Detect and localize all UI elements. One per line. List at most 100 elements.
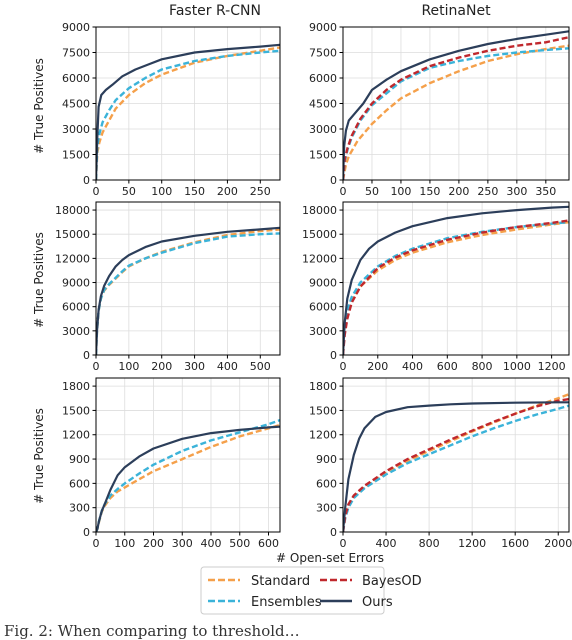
x-tick-label: 300: [506, 185, 527, 198]
x-tick-label: 400: [217, 360, 238, 373]
y-tick-label: 18000: [302, 204, 337, 217]
x-tick-label: 200: [143, 537, 164, 550]
y-tick-label: 9000: [62, 277, 90, 290]
series-line-standard: [96, 46, 280, 180]
x-tick-label: 1200: [538, 360, 566, 373]
x-tick-label: 250: [477, 185, 498, 198]
x-tick-label: 600: [258, 537, 279, 550]
y-tick-label: 0: [330, 526, 337, 539]
y-tick-label: 1500: [309, 404, 337, 417]
legend-label-ours: Ours: [362, 595, 393, 610]
column-title-right: RetinaNet: [421, 3, 491, 19]
series-line-ensembles: [343, 404, 569, 532]
y-tick-label: 0: [83, 349, 90, 362]
y-tick-label: 7500: [62, 47, 90, 60]
subplot-r2-c2: 0 200 400 600 800 1000 12000300060009000120001…: [302, 201, 570, 373]
y-tick-label: 900: [316, 453, 337, 466]
y-tick-label: 6000: [62, 301, 90, 314]
x-tick-label: 800: [472, 360, 493, 373]
series-line-standard: [343, 44, 569, 180]
y-tick-label: 6000: [62, 72, 90, 85]
x-tick-label: 100: [118, 360, 139, 373]
x-tick-label: 400: [402, 360, 423, 373]
x-axis-label: # Open-set Errors: [276, 551, 384, 565]
y-axis-label-row-1: # True Positives: [32, 58, 46, 154]
subplot-r3-c2: 0 400 800 1200 1600 2000 0 300 600 900 1200 1500 180…: [309, 377, 572, 550]
x-tick-label: 400: [376, 537, 397, 550]
y-tick-label: 1800: [309, 380, 337, 393]
x-tick-label: 100: [114, 537, 135, 550]
plot-grid: 0 50 100 150 200 2500150030004500600075009000…: [55, 21, 572, 550]
y-tick-label: 12000: [302, 252, 337, 265]
y-tick-label: 9000: [309, 21, 337, 34]
x-tick-label: 300: [184, 360, 205, 373]
series-line-ours: [343, 205, 569, 355]
y-tick-label: 15000: [55, 228, 90, 241]
axes-frame: [342, 201, 570, 356]
series-line-ensembles: [343, 47, 569, 180]
y-tick-label: 6000: [309, 301, 337, 314]
x-tick-label: 600: [437, 360, 458, 373]
x-tick-label: 500: [229, 537, 250, 550]
x-tick-label: 250: [250, 185, 271, 198]
x-tick-label: 1600: [501, 537, 529, 550]
x-tick-label: 800: [419, 537, 440, 550]
x-tick-label: 1200: [458, 537, 486, 550]
x-tick-label: 50: [365, 185, 379, 198]
legend-label-ensembles: Ensembles: [251, 595, 322, 610]
y-tick-label: 1800: [62, 380, 90, 393]
x-tick-label: 200: [151, 360, 172, 373]
y-tick-label: 3000: [309, 325, 337, 338]
series-line-ensembles: [96, 49, 280, 180]
y-tick-label: 4500: [62, 98, 90, 111]
series-line-bayesod: [343, 397, 569, 532]
series-line-ours: [343, 30, 569, 180]
y-tick-label: 7500: [309, 47, 337, 60]
y-tick-label: 0: [83, 174, 90, 187]
x-tick-label: 300: [172, 537, 193, 550]
x-tick-label: 0: [340, 185, 347, 198]
x-tick-label: 100: [151, 185, 172, 198]
y-tick-label: 4500: [309, 98, 337, 111]
x-tick-label: 150: [419, 185, 440, 198]
y-tick-label: 0: [330, 349, 337, 362]
subplot-r1-c1: 0 50 100 150 200 250 0 1500 3000 4500 6000 7500 9000: [62, 21, 281, 198]
y-tick-label: 1500: [309, 149, 337, 162]
series-line-ours: [343, 401, 569, 532]
y-tick-label: 300: [316, 502, 337, 515]
x-tick-label: 0: [340, 537, 347, 550]
y-tick-label: 1500: [62, 149, 90, 162]
figure-caption: Fig. 2: When comparing to threshold…: [4, 622, 300, 640]
series-line-ours: [96, 425, 280, 532]
y-tick-label: 600: [316, 477, 337, 490]
y-tick-label: 3000: [62, 325, 90, 338]
series-line-bayesod: [343, 36, 569, 180]
subplot-r3-c1: 0 100 200 300 400 500 600 0 300 600 900 1200 1500 180…: [62, 377, 281, 550]
x-tick-label: 0: [93, 185, 100, 198]
y-tick-label: 1200: [309, 429, 337, 442]
x-tick-label: 1000: [503, 360, 531, 373]
y-tick-label: 0: [330, 174, 337, 187]
axes-frame: [95, 201, 281, 356]
subplot-r2-c1: 0 100 200 300 400 500 0 3000 6000 9000 12000 15000 1…: [55, 201, 281, 373]
y-tick-label: 300: [69, 502, 90, 515]
series-line-ours: [96, 43, 280, 180]
y-tick-label: 9000: [62, 21, 90, 34]
legend: Standard BayesOD Ensembles Ours: [200, 566, 422, 615]
y-tick-label: 15000: [302, 228, 337, 241]
y-tick-label: 600: [69, 477, 90, 490]
y-tick-label: 6000: [309, 72, 337, 85]
legend-label-standard: Standard: [251, 574, 310, 589]
x-tick-label: 0: [93, 360, 100, 373]
x-tick-label: 500: [250, 360, 271, 373]
y-tick-label: 3000: [309, 123, 337, 136]
series-line-bayesod: [343, 219, 569, 355]
x-tick-label: 0: [340, 360, 347, 373]
y-tick-label: 1500: [62, 404, 90, 417]
series-line-ours: [96, 226, 280, 355]
x-tick-label: 400: [201, 537, 222, 550]
y-tick-label: 0: [83, 526, 90, 539]
x-tick-label: 200: [367, 360, 388, 373]
x-tick-label: 200: [448, 185, 469, 198]
x-tick-label: 350: [535, 185, 556, 198]
